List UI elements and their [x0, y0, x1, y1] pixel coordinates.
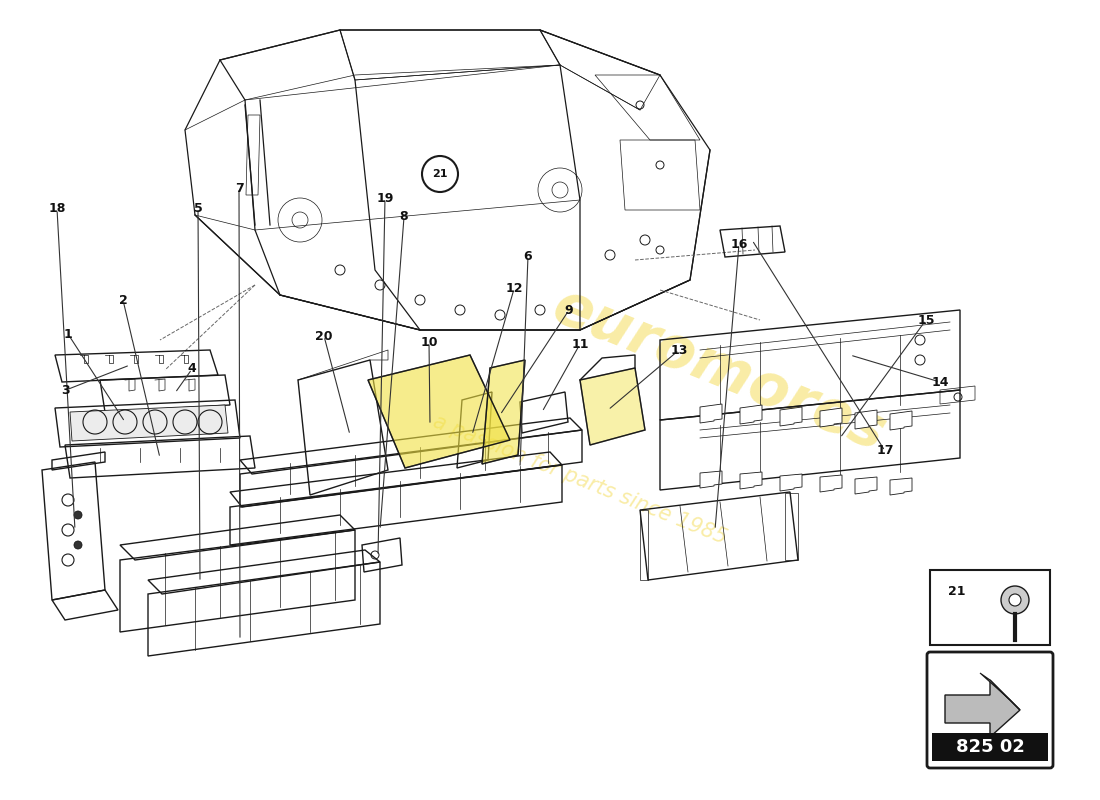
Polygon shape — [820, 475, 842, 492]
Polygon shape — [368, 355, 510, 468]
Text: 11: 11 — [571, 338, 588, 350]
Polygon shape — [890, 478, 912, 495]
Polygon shape — [700, 404, 722, 423]
Text: 15: 15 — [917, 314, 935, 326]
FancyBboxPatch shape — [930, 570, 1050, 645]
Text: 9: 9 — [564, 303, 573, 317]
Polygon shape — [700, 471, 722, 488]
Polygon shape — [855, 410, 877, 429]
Polygon shape — [945, 680, 1020, 737]
Text: 18: 18 — [48, 202, 66, 215]
Text: 825 02: 825 02 — [956, 738, 1024, 756]
Text: 16: 16 — [730, 238, 748, 250]
Polygon shape — [855, 477, 877, 494]
Polygon shape — [890, 411, 912, 430]
Text: 21: 21 — [948, 585, 966, 598]
Text: euromores: euromores — [546, 278, 894, 462]
Text: 19: 19 — [376, 191, 394, 205]
Text: 7: 7 — [234, 182, 243, 194]
Polygon shape — [70, 405, 228, 441]
Polygon shape — [580, 368, 645, 445]
Circle shape — [1001, 586, 1028, 614]
Text: 20: 20 — [316, 330, 332, 342]
Polygon shape — [820, 408, 842, 427]
Text: a passion for parts since 1985: a passion for parts since 1985 — [430, 412, 729, 548]
Text: 4: 4 — [188, 362, 197, 375]
Polygon shape — [780, 407, 802, 426]
Circle shape — [1009, 594, 1021, 606]
Text: 2: 2 — [119, 294, 128, 306]
Polygon shape — [740, 405, 762, 424]
Text: 8: 8 — [399, 210, 408, 223]
Text: 17: 17 — [877, 445, 893, 458]
Circle shape — [74, 511, 82, 519]
FancyBboxPatch shape — [932, 733, 1048, 761]
Polygon shape — [980, 673, 1020, 710]
Text: 3: 3 — [62, 383, 70, 397]
FancyBboxPatch shape — [927, 652, 1053, 768]
Polygon shape — [740, 472, 762, 489]
Text: 6: 6 — [524, 250, 532, 262]
Polygon shape — [482, 360, 525, 464]
Text: 14: 14 — [932, 375, 948, 389]
Text: 1: 1 — [64, 327, 73, 341]
Circle shape — [74, 541, 82, 549]
Polygon shape — [780, 474, 802, 491]
Text: 13: 13 — [670, 343, 688, 357]
Text: 5: 5 — [194, 202, 202, 214]
Text: 10: 10 — [420, 335, 438, 349]
Text: 12: 12 — [505, 282, 522, 295]
Text: 21: 21 — [432, 169, 448, 179]
